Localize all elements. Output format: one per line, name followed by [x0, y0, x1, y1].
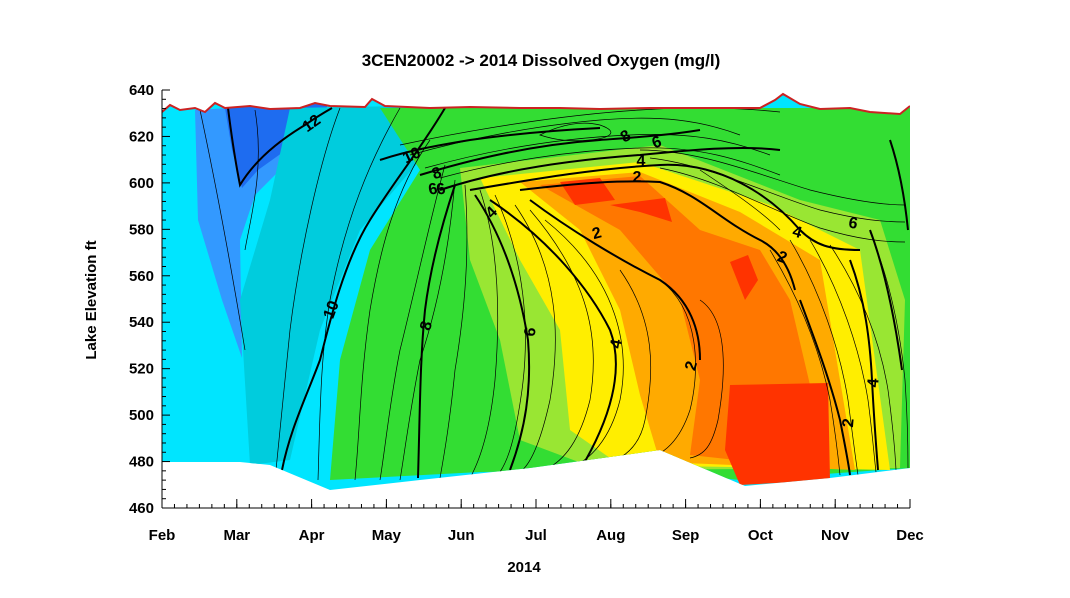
contour-8-right [889, 139, 909, 231]
thin-contour [494, 194, 526, 473]
y-tick-label: 520 [129, 361, 154, 378]
thin-contour [199, 109, 246, 351]
y-tick-label: 540 [129, 314, 154, 331]
thin-contour [439, 147, 781, 179]
contour-4-right [849, 259, 879, 471]
contour-10 [281, 107, 446, 471]
contour-label: 2 [590, 224, 603, 243]
thin-contour [639, 279, 696, 463]
contour-2-right [799, 299, 851, 476]
contour-label: 10 [321, 299, 343, 322]
y-tick-label: 620 [129, 128, 154, 145]
thin-contour [869, 231, 909, 469]
y-axis: 460 480 500 520 540 560 580 600 620 640 [129, 82, 170, 517]
surface-line [162, 92, 910, 116]
contour-6-right [869, 229, 903, 371]
contour-label: 6 [427, 181, 439, 199]
contour-label: 6 [522, 326, 540, 338]
band-red-bottom [725, 383, 830, 485]
contour-label: 2 [840, 418, 858, 428]
thin-contour [244, 109, 259, 251]
thin-contour [275, 107, 341, 471]
x-ticks: Feb Mar Apr May Jun Jul Aug Sep Oct Nov Dec [149, 499, 924, 544]
contour-12 [227, 107, 333, 188]
thin-contour [809, 239, 877, 473]
chart-title: 3CEN20002 -> 2014 Dissolved Oxygen (mg/l… [362, 51, 721, 70]
thin-contour [829, 244, 897, 471]
contour-2-top [519, 180, 796, 291]
contour-label: 2 [682, 359, 701, 372]
contour-label: 6 [435, 181, 447, 199]
thin-contour [639, 149, 906, 206]
x-tick-label: Mar [223, 527, 250, 544]
contour-label: 4 [791, 223, 804, 242]
contour-8 [419, 129, 701, 176]
x-tick-label: Jun [448, 527, 475, 544]
thin-contour [529, 209, 594, 471]
x-axis-label: 2014 [507, 559, 541, 576]
x-tick-label: May [372, 527, 402, 544]
y-tick-label: 460 [129, 500, 154, 517]
thin-contour [469, 189, 499, 479]
contour-8-left [417, 184, 456, 479]
contour-6-left [474, 194, 531, 471]
x-tick-label: Apr [299, 527, 325, 544]
bold-contours [227, 107, 909, 479]
thin-contour [769, 249, 841, 476]
thin-contour [789, 239, 859, 476]
contour-4-left [489, 199, 617, 471]
contour-label: 10 [400, 144, 423, 167]
thin-contour [399, 179, 456, 481]
contour-label: 4 [637, 153, 646, 170]
thin-contour [544, 219, 624, 469]
thin-contour [424, 134, 771, 169]
x-tick-label: Aug [596, 527, 625, 544]
y-tick-label: 580 [129, 221, 154, 238]
thin-contour [379, 164, 446, 481]
y-tick-label: 560 [129, 268, 154, 285]
contour-10-top [379, 127, 601, 161]
x-axis: Feb Mar Apr May Jun Jul Aug Sep Oct Nov Dec [149, 499, 924, 544]
y-tick-label: 600 [129, 175, 154, 192]
contour-6-top [439, 146, 781, 191]
contour-label: 2 [633, 169, 642, 186]
y-axis-label: Lake Elevation ft [83, 240, 100, 359]
contour-label: 4 [608, 338, 626, 350]
band-high-do [195, 102, 330, 358]
x-tick-label: Dec [896, 527, 924, 544]
contour-label: 4 [865, 378, 883, 388]
thin-contour [514, 204, 556, 473]
contour-4-top [469, 163, 861, 251]
y-ticks: 460 480 500 520 540 560 580 600 620 640 [129, 82, 170, 517]
thin-contour [659, 167, 906, 243]
thin-contour [354, 139, 431, 481]
contour-2-left [529, 199, 701, 361]
x-tick-label: Nov [821, 527, 850, 544]
thin-contour [539, 122, 612, 142]
y-tick-label: 640 [129, 82, 154, 99]
x-tick-label: Oct [748, 527, 773, 544]
band-red-mid [610, 198, 672, 222]
contour-label: 8 [417, 319, 436, 332]
x-tick-label: Feb [149, 527, 176, 544]
y-tick-label: 500 [129, 407, 154, 424]
x-tick-label: Sep [672, 527, 700, 544]
band-mid-cyan [240, 105, 460, 465]
thin-contour [439, 184, 468, 479]
contour-label: 6 [847, 215, 859, 233]
thin-contour [317, 107, 401, 481]
thin-contour [699, 169, 781, 231]
thin-contour [689, 299, 724, 459]
band-red-patch [730, 255, 758, 300]
y-tick-label: 480 [129, 454, 154, 471]
x-tick-label: Jul [525, 527, 547, 544]
